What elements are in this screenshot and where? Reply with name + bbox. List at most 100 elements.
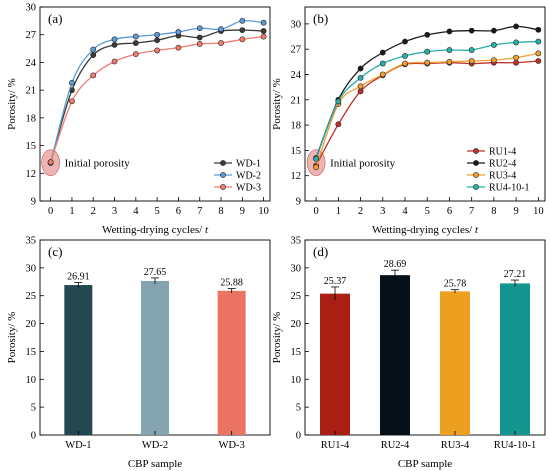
data-point-RU4-10-1	[424, 48, 431, 55]
data-point-WD-3	[196, 41, 203, 47]
plot-frame	[39, 6, 271, 202]
x-tick-label: 9	[513, 206, 518, 217]
x-tick-label: RU3-4	[441, 440, 470, 451]
panel-label: (a)	[48, 11, 62, 26]
data-point-WD-2	[196, 25, 203, 32]
y-axis-label: Porosity/ %	[6, 78, 18, 130]
data-point-RU3-4	[513, 54, 520, 61]
data-point-WD-2	[69, 79, 75, 86]
x-tick-label: RU2-4	[381, 440, 410, 451]
y-axis-label: Porosity/ %	[271, 312, 283, 364]
data-point-RU3-4	[424, 59, 431, 66]
y-axis-label: Porosity/ %	[271, 78, 283, 130]
x-tick-label: 6	[447, 206, 452, 217]
y-tick-label: 30	[26, 3, 37, 14]
data-label: 27.21	[504, 269, 527, 280]
bar-RU3-4	[440, 291, 470, 435]
y-tick-label: 20	[291, 319, 302, 330]
bar-WD-1	[64, 285, 93, 435]
data-point-WD-2	[239, 17, 246, 24]
x-tick-label: 7	[197, 206, 202, 217]
data-point-RU3-4	[490, 57, 497, 64]
y-tick-label: 5	[296, 403, 301, 414]
data-point-WD-1	[132, 40, 139, 46]
x-tick-label: WD-2	[142, 440, 168, 451]
data-point-RU4-10-1	[468, 47, 475, 53]
data-point-RU1-4	[357, 88, 364, 95]
data-point-RU3-4	[535, 50, 542, 57]
data-point-RU1-4	[335, 121, 342, 128]
data-point-RU3-4	[402, 60, 408, 67]
x-tick-label: 10	[258, 206, 269, 217]
y-tick-label: 12	[26, 169, 37, 180]
y-tick-label: 15	[291, 347, 302, 358]
data-point-RU4-10-1	[313, 155, 320, 162]
data-point-RU4-10-1	[490, 42, 497, 48]
legend-label: RU3-4	[489, 171, 516, 182]
data-point-RU1-4	[513, 59, 520, 66]
data-point-RU2-4	[468, 27, 475, 34]
y-tick-label: 15	[26, 141, 37, 152]
data-point-WD-1	[196, 34, 203, 41]
series-line-WD-3	[50, 35, 264, 163]
data-point-WD-3	[47, 159, 54, 166]
data-point-WD-2	[111, 36, 118, 43]
bar-WD-3	[217, 290, 246, 435]
y-tick-label: 10	[291, 375, 302, 386]
data-point-RU3-4	[357, 83, 364, 90]
y-tick-label: 15	[26, 347, 37, 358]
data-point-RU4-10-1	[535, 38, 542, 45]
data-point-WD-2	[90, 46, 97, 53]
x-tick-label: 8	[491, 206, 496, 217]
data-point-WD-2	[218, 26, 224, 33]
bar-WD-2	[141, 280, 169, 435]
data-point-WD-3	[260, 33, 267, 40]
data-point-WD-3	[111, 58, 118, 65]
y-tick-label: 21	[26, 86, 37, 97]
y-tick-label: 10	[26, 375, 37, 386]
x-tick-label: 0	[48, 206, 53, 217]
x-tick-label: RU4-10-1	[494, 440, 537, 451]
data-point-RU2-4	[424, 31, 431, 38]
data-point-WD-3	[154, 47, 161, 54]
legend-label: WD-1	[236, 159, 261, 170]
data-point-RU4-10-1	[402, 53, 408, 59]
data-point-RU2-4	[513, 23, 520, 30]
panel-label: (b)	[313, 11, 328, 26]
panel-label: (c)	[48, 244, 62, 259]
data-point-WD-2	[175, 29, 182, 35]
data-point-WD-3	[239, 36, 246, 43]
y-tick-label: 30	[26, 263, 37, 274]
data-point-RU1-4	[535, 58, 542, 64]
data-point-RU2-4	[446, 28, 453, 35]
x-tick-label: RU1-4	[321, 440, 350, 451]
data-point-RU4-10-1	[513, 39, 520, 46]
data-point-RU3-4	[468, 58, 475, 64]
data-point-WD-3	[69, 98, 75, 105]
data-point-WD-3	[218, 40, 224, 46]
y-tick-label: 0	[31, 431, 36, 442]
data-point-RU3-4	[313, 164, 320, 171]
y-tick-label: 20	[26, 319, 37, 330]
x-tick-label: 7	[469, 206, 474, 217]
y-axis-label: Porosity/ %	[6, 312, 18, 364]
data-label: 25.88	[220, 278, 243, 289]
x-axis-label: CBP sample	[398, 458, 452, 470]
y-tick-label: 0	[296, 431, 301, 442]
x-tick-label: 5	[155, 206, 160, 217]
x-tick-label: 5	[425, 206, 430, 217]
data-point-WD-1	[154, 37, 161, 44]
y-tick-label: 24	[291, 70, 302, 81]
data-point-RU2-4	[490, 27, 497, 34]
data-point-RU3-4	[379, 71, 386, 78]
data-label: 25.37	[324, 276, 347, 287]
x-tick-label: 2	[358, 206, 363, 217]
x-tick-label: 8	[218, 206, 223, 217]
data-point-WD-1	[239, 27, 246, 33]
legend-label: WD-2	[236, 171, 261, 182]
y-tick-label: 24	[26, 58, 37, 69]
x-tick-label: 6	[176, 206, 181, 217]
